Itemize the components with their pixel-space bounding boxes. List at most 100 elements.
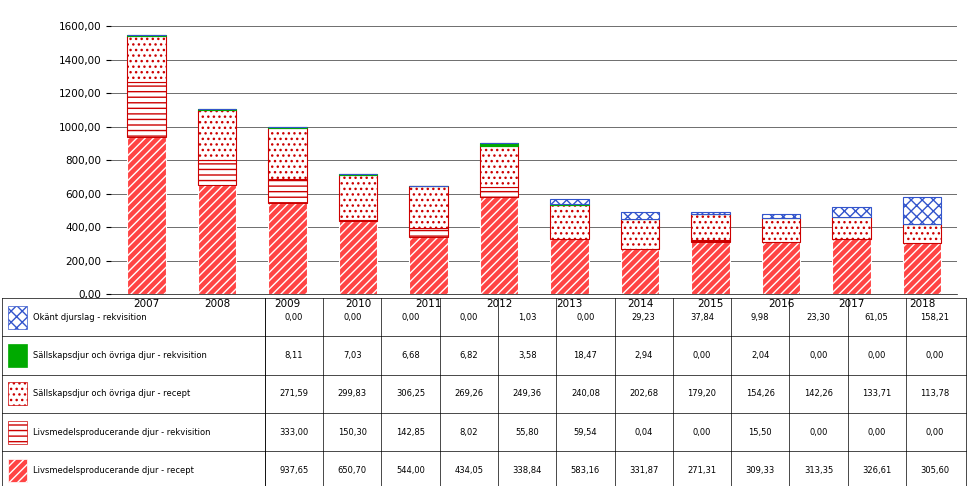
- Text: 150,30: 150,30: [337, 428, 366, 437]
- Text: 937,65: 937,65: [279, 466, 308, 475]
- Text: 37,84: 37,84: [689, 312, 714, 322]
- Text: 23,30: 23,30: [806, 312, 831, 322]
- Bar: [409, 186, 448, 228]
- Text: 2,04: 2,04: [751, 351, 770, 360]
- Text: 305,60: 305,60: [921, 466, 950, 475]
- Bar: [762, 218, 801, 242]
- Text: 0,00: 0,00: [401, 312, 420, 322]
- Bar: [338, 174, 377, 175]
- Text: 0,04: 0,04: [634, 428, 653, 437]
- Text: Livsmedelsproducerande djur - recept: Livsmedelsproducerande djur - recept: [33, 466, 193, 475]
- Text: 0,00: 0,00: [692, 428, 711, 437]
- Bar: [902, 224, 942, 243]
- Text: 59,54: 59,54: [573, 428, 598, 437]
- Text: 650,70: 650,70: [337, 466, 366, 475]
- Text: 269,26: 269,26: [454, 389, 484, 399]
- Bar: [127, 137, 166, 294]
- Bar: [127, 36, 166, 82]
- Text: 6,82: 6,82: [459, 351, 479, 360]
- Text: 0,00: 0,00: [867, 351, 886, 360]
- Bar: [338, 222, 377, 294]
- Text: 0,00: 0,00: [343, 312, 362, 322]
- Bar: [902, 243, 942, 294]
- Text: Sällskapsdjur och övriga djur - recept: Sällskapsdjur och övriga djur - recept: [33, 389, 190, 399]
- Bar: [902, 197, 942, 224]
- Text: 113,78: 113,78: [921, 389, 950, 399]
- Bar: [127, 35, 166, 36]
- Text: 18,47: 18,47: [573, 351, 598, 360]
- Bar: [691, 214, 730, 240]
- Text: 0,00: 0,00: [576, 312, 595, 322]
- Bar: [268, 203, 307, 294]
- Bar: [762, 242, 801, 294]
- Bar: [691, 212, 730, 213]
- Text: 0,00: 0,00: [925, 428, 944, 437]
- Bar: [268, 128, 307, 179]
- Text: 0,00: 0,00: [459, 312, 478, 322]
- Bar: [762, 214, 801, 218]
- Bar: [691, 240, 730, 243]
- Bar: [480, 146, 518, 187]
- Text: 0,00: 0,00: [867, 428, 886, 437]
- Bar: [833, 217, 871, 240]
- Text: 1,03: 1,03: [518, 312, 537, 322]
- Bar: [268, 127, 307, 128]
- Text: 0,00: 0,00: [809, 351, 828, 360]
- Text: 249,36: 249,36: [513, 389, 542, 399]
- Text: 15,50: 15,50: [748, 428, 772, 437]
- Bar: [833, 240, 871, 294]
- Bar: [550, 205, 589, 239]
- Bar: [480, 187, 518, 196]
- Text: 544,00: 544,00: [396, 466, 425, 475]
- Text: 154,26: 154,26: [746, 389, 775, 399]
- Text: 326,61: 326,61: [863, 466, 892, 475]
- Text: 55,80: 55,80: [515, 428, 539, 437]
- Bar: [409, 228, 448, 237]
- Text: Okänt djurslag - rekvisition: Okänt djurslag - rekvisition: [33, 312, 147, 322]
- Text: 9,98: 9,98: [751, 312, 770, 322]
- Text: 333,00: 333,00: [279, 428, 308, 437]
- Text: 133,71: 133,71: [863, 389, 892, 399]
- Text: 8,11: 8,11: [285, 351, 304, 360]
- Bar: [480, 143, 518, 146]
- Text: 142,85: 142,85: [396, 428, 425, 437]
- Bar: [409, 237, 448, 294]
- Bar: [621, 212, 659, 219]
- Text: Livsmedelsproducerande djur - rekvisition: Livsmedelsproducerande djur - rekvisitio…: [33, 428, 211, 437]
- Text: 583,16: 583,16: [571, 466, 600, 475]
- Text: 202,68: 202,68: [630, 389, 659, 399]
- Bar: [833, 207, 871, 217]
- Text: 7,03: 7,03: [343, 351, 362, 360]
- Bar: [550, 199, 589, 204]
- Text: 0,00: 0,00: [285, 312, 304, 322]
- Text: 271,59: 271,59: [279, 389, 308, 399]
- Bar: [197, 185, 236, 294]
- Text: 240,08: 240,08: [571, 389, 600, 399]
- Text: 309,33: 309,33: [746, 466, 775, 475]
- Text: 61,05: 61,05: [864, 312, 889, 322]
- Bar: [691, 243, 730, 294]
- Bar: [621, 219, 659, 249]
- Bar: [338, 220, 377, 222]
- Text: 0,00: 0,00: [925, 351, 944, 360]
- Bar: [8, 382, 27, 405]
- Text: 158,21: 158,21: [921, 312, 950, 322]
- Text: 0,00: 0,00: [809, 428, 828, 437]
- Bar: [338, 175, 377, 220]
- Bar: [550, 204, 589, 205]
- Text: 179,20: 179,20: [688, 389, 717, 399]
- Text: 434,05: 434,05: [454, 466, 484, 475]
- Text: 271,31: 271,31: [688, 466, 717, 475]
- Text: 313,35: 313,35: [804, 466, 833, 475]
- Bar: [127, 82, 166, 137]
- Bar: [8, 421, 27, 444]
- Text: 142,26: 142,26: [804, 389, 833, 399]
- Bar: [197, 160, 236, 185]
- Bar: [8, 344, 27, 367]
- Bar: [268, 179, 307, 203]
- Text: Sällskapsdjur och övriga djur - rekvisition: Sällskapsdjur och övriga djur - rekvisit…: [33, 351, 207, 360]
- Text: 299,83: 299,83: [337, 389, 366, 399]
- Bar: [480, 196, 518, 294]
- Text: 3,58: 3,58: [517, 351, 537, 360]
- Bar: [197, 109, 236, 110]
